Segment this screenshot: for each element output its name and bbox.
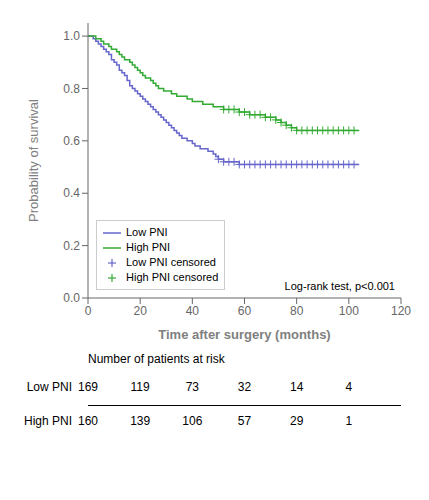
- html-text:139: 139: [130, 414, 151, 428]
- html-text:119: 119: [130, 380, 150, 394]
- svg-text:0.2: 0.2: [63, 239, 80, 253]
- svg-text:0.0: 0.0: [63, 291, 80, 305]
- html-text:Low PNI: Low PNI: [126, 226, 168, 238]
- svg-text:40: 40: [186, 304, 200, 318]
- html-text:73: 73: [185, 380, 199, 394]
- html-text:32: 32: [237, 380, 252, 394]
- svg-text:20: 20: [133, 304, 147, 318]
- svg-text:120: 120: [391, 304, 411, 318]
- html-text:Number of patients at risk: Number of patients at risk: [88, 352, 225, 366]
- html-text:57: 57: [237, 414, 252, 428]
- html-text:4: 4: [345, 380, 353, 394]
- html-text:High PNI: High PNI: [24, 414, 72, 428]
- html-text:Log-rank test, p<0.001: Log-rank test, p<0.001: [284, 280, 395, 292]
- svg-text:0.8: 0.8: [63, 82, 80, 96]
- svg-text:Time after surgery (months): Time after surgery (months): [158, 327, 330, 342]
- svg-text:0.6: 0.6: [63, 134, 80, 148]
- html-text:14: 14: [290, 380, 304, 394]
- svg-text:100: 100: [339, 304, 359, 318]
- html-text:106: 106: [182, 414, 203, 428]
- html-text:High PNI: High PNI: [126, 241, 170, 253]
- svg-text:80: 80: [290, 304, 304, 318]
- svg-text:0: 0: [85, 304, 92, 318]
- svg-text:60: 60: [238, 304, 252, 318]
- svg-text:Probability of survival: Probability of survival: [26, 99, 41, 222]
- html-text:29: 29: [290, 414, 304, 428]
- html-text:160: 160: [78, 414, 98, 428]
- svg-text:1.0: 1.0: [63, 29, 80, 43]
- html-text:High PNI censored: High PNI censored: [126, 271, 219, 283]
- html-text:Low PNI censored: Low PNI censored: [126, 256, 216, 268]
- svg-text:0.4: 0.4: [63, 186, 80, 200]
- html-text:Low PNI: Low PNI: [26, 380, 72, 394]
- html-text:169: 169: [78, 380, 98, 394]
- html-text:1: 1: [345, 414, 353, 428]
